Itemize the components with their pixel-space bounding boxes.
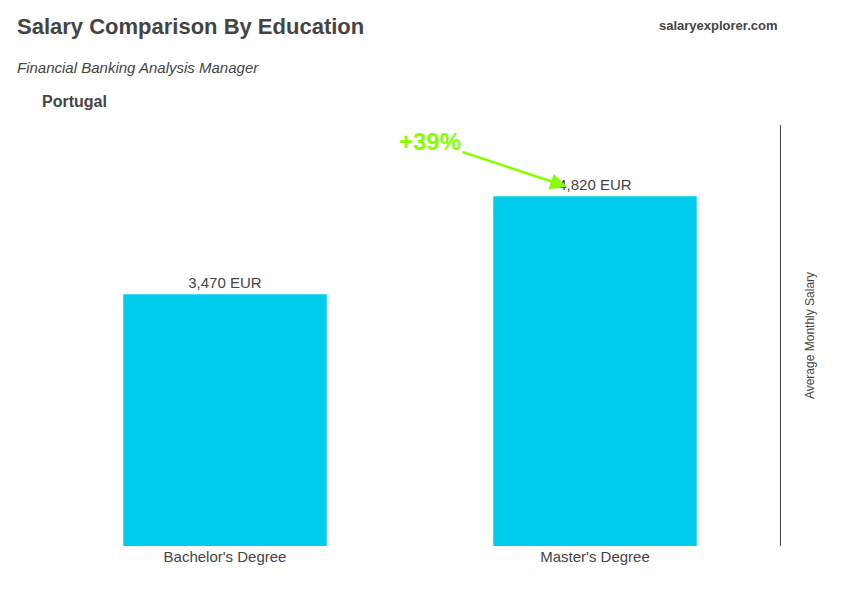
- svg-text:Financial Banking Analysis Man: Financial Banking Analysis Manager: [17, 59, 259, 76]
- svg-text:+39%: +39%: [399, 128, 461, 155]
- svg-text:Salary Comparison By Education: Salary Comparison By Education: [17, 14, 364, 39]
- svg-text:Master's Degree: Master's Degree: [540, 548, 650, 565]
- svg-text:4,820 EUR: 4,820 EUR: [558, 176, 632, 193]
- svg-text:3,470 EUR: 3,470 EUR: [188, 274, 262, 291]
- svg-text:Bachelor's Degree: Bachelor's Degree: [164, 548, 287, 565]
- svg-text:Portugal: Portugal: [42, 93, 107, 110]
- svg-text:Average Monthly Salary: Average Monthly Salary: [803, 272, 817, 399]
- svg-text:salaryexplorer.com: salaryexplorer.com: [659, 18, 778, 33]
